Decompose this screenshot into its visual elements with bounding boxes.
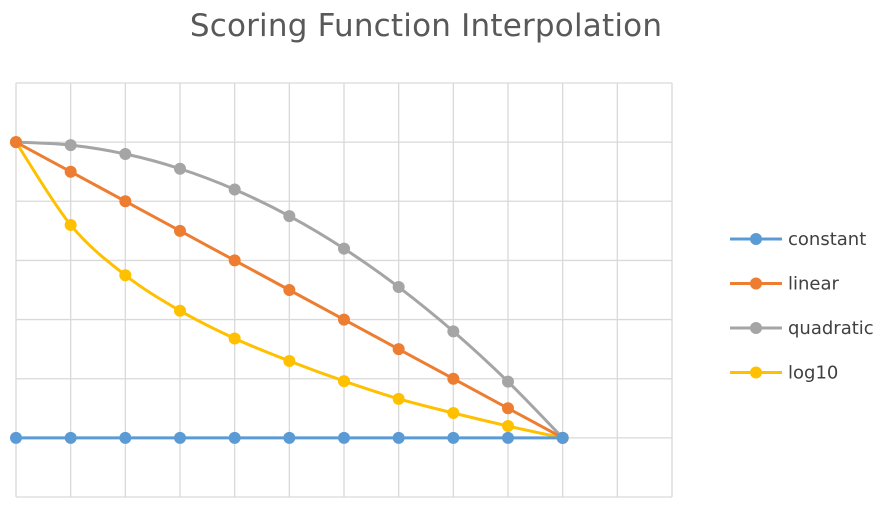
linear-point-5 <box>283 284 296 296</box>
quadratic-point-2 <box>119 147 132 160</box>
quadratic-line <box>14 140 565 440</box>
legend-label: log10 <box>788 363 838 384</box>
series-layer <box>10 136 569 444</box>
legend-swatch-marker <box>750 277 762 290</box>
constant-point-6 <box>338 431 350 444</box>
log10-point-2 <box>119 269 132 282</box>
legend-swatch-marker <box>750 366 762 379</box>
quadratic-point-8 <box>447 325 460 338</box>
linear-point-7 <box>392 343 405 356</box>
legend-label: constant <box>788 229 866 250</box>
legend-label: quadratic <box>788 318 874 339</box>
linear-point-0 <box>10 136 22 149</box>
quadratic-point-7 <box>392 281 405 294</box>
linear-point-3 <box>174 224 186 237</box>
log10-point-3 <box>174 304 186 317</box>
constant-point-0 <box>10 431 22 444</box>
constant-point-5 <box>283 431 296 444</box>
linear-point-1 <box>64 165 77 178</box>
constant-point-8 <box>447 431 460 444</box>
log10-point-8 <box>447 407 460 420</box>
legend-item-constant: constant <box>730 229 866 250</box>
linear-point-4 <box>228 254 241 267</box>
constant-point-9 <box>502 431 514 444</box>
legend-swatch-marker <box>750 322 762 334</box>
constant-point-4 <box>228 431 241 444</box>
quadratic-point-6 <box>338 242 350 255</box>
log10-point-4 <box>228 332 241 345</box>
legend-label: linear <box>788 274 840 295</box>
legend-item-linear: linear <box>730 274 840 295</box>
series-log10 <box>10 136 569 444</box>
legend-item-quadratic: quadratic <box>730 318 874 339</box>
legend-item-log10: log10 <box>730 363 838 384</box>
quadratic-point-1 <box>64 139 77 152</box>
quadratic-point-5 <box>283 210 296 223</box>
log10-point-5 <box>283 354 296 367</box>
log10-point-1 <box>64 218 77 231</box>
constant-point-1 <box>64 431 77 444</box>
log10-line <box>14 140 565 440</box>
log10-point-6 <box>338 375 350 388</box>
series-constant <box>10 431 569 444</box>
linear-point-9 <box>502 402 514 415</box>
constant-point-2 <box>119 431 132 444</box>
legend: constant linear quadratic log10 <box>730 229 874 384</box>
linear-point-8 <box>447 372 460 385</box>
quadratic-point-4 <box>228 183 241 196</box>
series-linear <box>10 136 569 444</box>
linear-point-2 <box>119 195 132 208</box>
log10-point-7 <box>392 392 405 405</box>
quadratic-point-3 <box>174 162 186 175</box>
constant-point-3 <box>174 431 186 444</box>
legend-swatch-marker <box>750 233 762 245</box>
quadratic-point-9 <box>502 375 514 388</box>
constant-point-7 <box>392 431 405 444</box>
constant-point-10 <box>556 431 569 444</box>
linear-point-6 <box>338 313 350 326</box>
log10-point-9 <box>502 420 514 433</box>
chart-title: Scoring Function Interpolation <box>189 8 663 44</box>
